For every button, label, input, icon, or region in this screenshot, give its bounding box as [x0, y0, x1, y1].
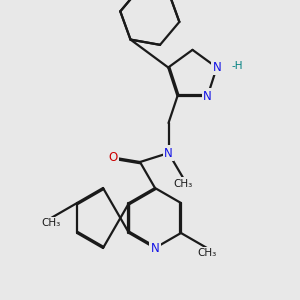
Text: N: N [203, 89, 212, 103]
Text: N: N [212, 61, 221, 74]
Text: -H: -H [232, 61, 243, 71]
Text: O: O [108, 151, 118, 164]
Text: N: N [164, 146, 173, 160]
Text: CH₃: CH₃ [174, 178, 193, 188]
Text: N: N [151, 242, 159, 254]
Text: CH₃: CH₃ [41, 218, 61, 228]
Text: CH₃: CH₃ [197, 248, 217, 258]
